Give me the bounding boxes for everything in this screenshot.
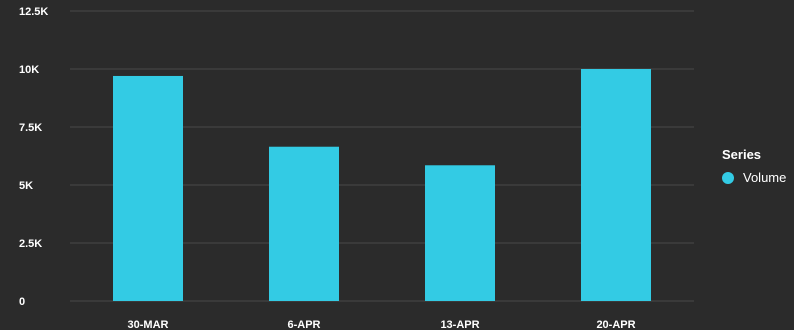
y-tick-label: 7.5K: [19, 122, 42, 134]
bar-30-mar[interactable]: [113, 75, 183, 302]
bar-13-apr[interactable]: [425, 165, 495, 301]
y-tick-label: 5K: [19, 180, 33, 192]
x-tick-label: 6-APR: [287, 319, 320, 330]
y-tick-label: 2.5K: [19, 238, 42, 250]
x-tick-label: 30-MAR: [128, 319, 169, 330]
bar-6-apr[interactable]: [269, 146, 339, 301]
legend-item-volume[interactable]: Volume: [722, 170, 786, 185]
legend-swatch: [722, 171, 734, 184]
y-axis-ticks: 0 2.5K 5K 7.5K 10K 12.5K: [19, 6, 48, 308]
y-tick-label: 12.5K: [19, 6, 48, 18]
legend-label: Volume: [743, 170, 787, 185]
y-tick-label: 0: [19, 296, 25, 308]
legend-title: Series: [722, 147, 762, 162]
bar-20-apr[interactable]: [581, 69, 651, 301]
y-tick-label: 10K: [19, 64, 39, 76]
x-axis-ticks: 30-MAR 6-APR 13-APR 20-APR: [128, 319, 636, 330]
x-tick-label: 13-APR: [440, 319, 479, 330]
x-tick-label: 20-APR: [596, 319, 635, 330]
bars: [113, 69, 651, 302]
legend: Series Volume: [722, 147, 786, 185]
